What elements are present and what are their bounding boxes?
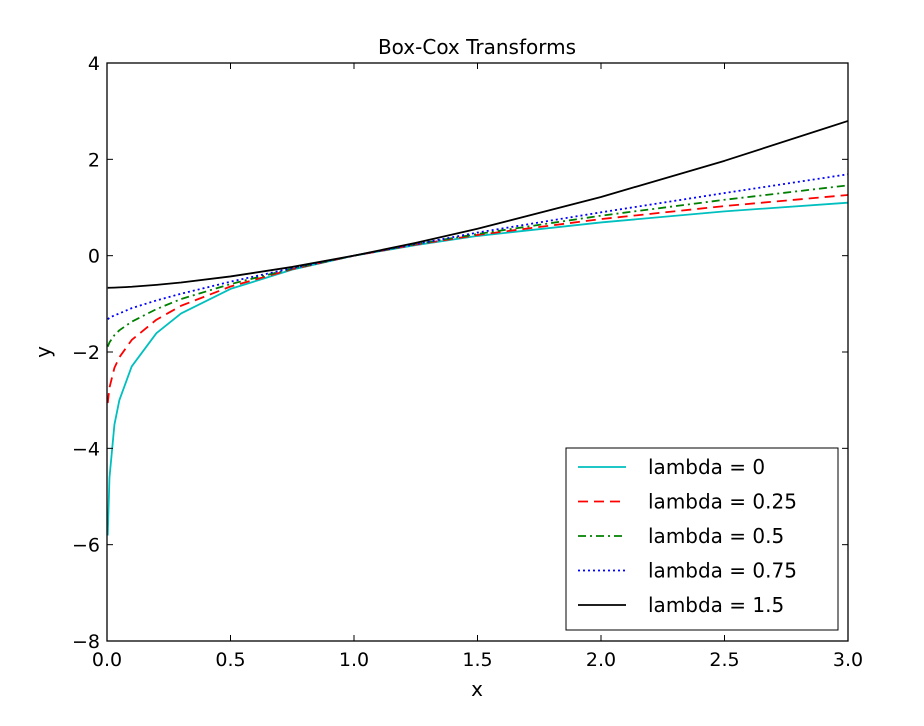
y-tick-label: −2 [72,342,100,364]
x-tick-label: 2.0 [586,649,616,671]
series-lines [106,120,849,536]
legend-box [565,447,839,631]
legend: lambda = 0 lambda = 0.25 lambda = 0.5 lambd… [565,447,839,631]
chart-title: Box-Cox Transforms [378,35,576,59]
x-tick-label: 3.0 [833,649,863,671]
y-tick-label: −6 [72,535,100,557]
x-tick-label: 0.5 [215,649,245,671]
series-line-4 [107,120,849,289]
legend-label-2: lambda = 0.5 [648,524,784,548]
x-tick-label: 2.5 [709,649,739,671]
x-tick-label: 1.0 [339,649,369,671]
x-axis-label: x [471,677,483,701]
y-tick-label: −4 [72,438,100,460]
axis-tick-labels: 0.0 0.5 1.0 1.5 2.0 2.5 3.0 −8 −6 −4 −2 0 2 4 [72,53,863,671]
axis-ticks [106,62,849,642]
y-tick-label: 4 [88,53,100,75]
x-tick-label: 0.0 [92,649,122,671]
y-tick-label: 2 [88,149,100,171]
legend-label-4: lambda = 1.5 [648,593,784,617]
y-axis-label: y [31,346,55,358]
series-line-1 [106,194,849,404]
y-tick-label: −8 [72,631,100,653]
legend-label-1: lambda = 0.25 [648,490,797,514]
series-line-0 [106,201,849,536]
legend-label-0: lambda = 0 [648,455,765,479]
x-tick-label: 1.5 [462,649,492,671]
legend-label-3: lambda = 0.75 [648,559,797,583]
y-tick-label: 0 [88,246,100,268]
